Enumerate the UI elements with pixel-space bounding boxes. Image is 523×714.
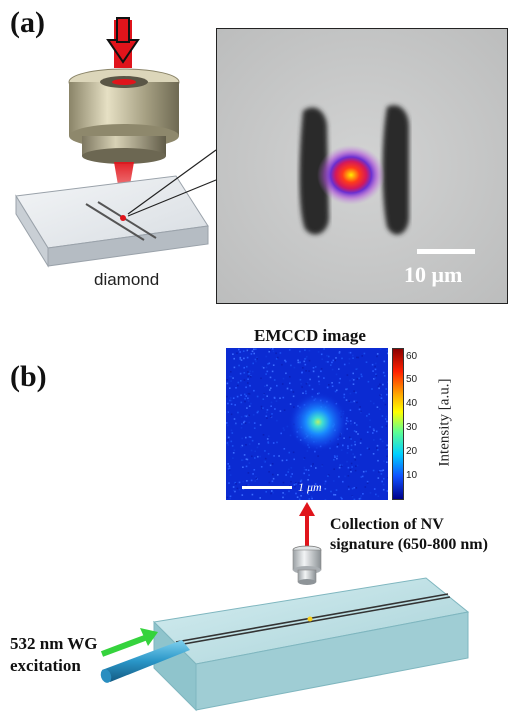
- scale-bar-b: [242, 486, 292, 489]
- scale-bar-b-label: 1 μm: [298, 480, 322, 494]
- diamond-label: diamond: [94, 270, 160, 289]
- nv-spot: [317, 145, 385, 205]
- colorbar-tick-50: 50: [406, 374, 418, 385]
- collection-arrow-icon: [299, 502, 315, 548]
- excitation-label-line2: excitation: [10, 656, 81, 675]
- colorbar-tick-20: 20: [406, 446, 418, 457]
- colorbar-tick-30: 30: [406, 422, 418, 433]
- emccd-title: EMCCD image: [254, 326, 366, 345]
- objective-lens-icon: [68, 68, 180, 164]
- zoom-line-bottom: [127, 179, 217, 217]
- panel-b-label: (b): [10, 360, 47, 393]
- excitation-arrow-icon: [100, 628, 158, 657]
- colorbar-tick-10: 10: [406, 470, 418, 481]
- laser-arrow-icon: [106, 17, 140, 68]
- excitation-label-line1: 532 nm WG: [10, 634, 98, 653]
- input-fiber: [102, 640, 190, 682]
- colorbar-tick-40: 40: [406, 398, 418, 409]
- panel-a-label: (a): [10, 6, 45, 39]
- left-trench: [299, 107, 329, 235]
- nv-center: [307, 616, 313, 622]
- panel-a-schematic: [15, 17, 217, 268]
- collection-objective-icon: [292, 545, 322, 585]
- right-trench: [382, 105, 409, 235]
- microscope-image: [216, 28, 508, 304]
- scale-bar-a-label: 10 μm: [404, 262, 463, 287]
- colorbar-tick-60: 60: [406, 351, 418, 362]
- zoom-line-top: [127, 149, 217, 215]
- waveguide-chip-schematic: [100, 502, 470, 712]
- collection-label-line1: Collection of NV: [330, 516, 444, 533]
- emccd-image: [226, 348, 388, 500]
- collection-label-line2: signature (650-800 nm): [330, 536, 488, 553]
- scale-bar-a: [417, 249, 475, 254]
- diamond-block: [15, 175, 209, 268]
- colorbar: [392, 348, 404, 500]
- colorbar-label: Intensity [a.u.]: [436, 378, 453, 467]
